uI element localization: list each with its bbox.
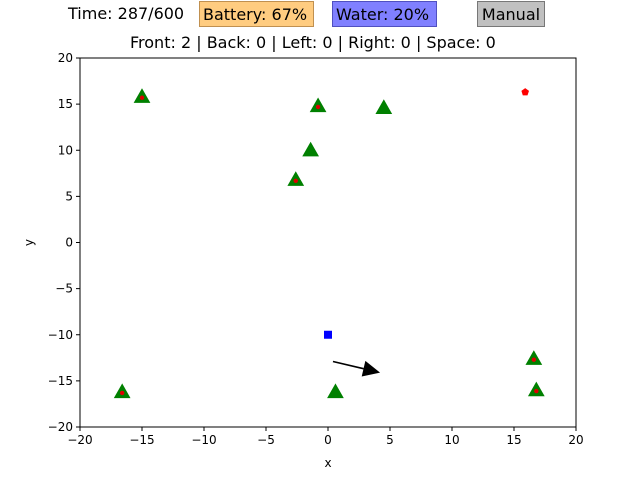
y-tick-label: −15 bbox=[48, 374, 73, 388]
x-tick-label: 20 bbox=[568, 433, 583, 447]
robot-marker bbox=[324, 330, 332, 339]
plant-marker bbox=[327, 383, 344, 399]
heading-arrow-shaft bbox=[332, 360, 364, 370]
x-tick-label: 5 bbox=[386, 433, 394, 447]
y-tick-label: −20 bbox=[48, 420, 73, 434]
x-tick-label: −10 bbox=[191, 433, 216, 447]
y-tick-label: 15 bbox=[58, 97, 73, 111]
plot-frame bbox=[79, 57, 577, 428]
y-tick-label: 0 bbox=[65, 236, 73, 250]
sensor-readout: Front: 2 | Back: 0 | Left: 0 | Right: 0 … bbox=[130, 33, 496, 52]
water-indicator: Water: 20% bbox=[332, 1, 437, 27]
plant-thirsty-dot bbox=[119, 390, 125, 396]
plant-thirsty-dot bbox=[534, 388, 539, 394]
time-readout: Time: 287/600 bbox=[68, 4, 185, 23]
plant-thirsty-dot bbox=[139, 95, 145, 100]
plant-thirsty-dot bbox=[531, 357, 537, 362]
x-tick-label: 0 bbox=[324, 433, 332, 447]
x-tick-label: −5 bbox=[257, 433, 275, 447]
x-tick-label: 15 bbox=[506, 433, 521, 447]
x-tick-label: −20 bbox=[67, 433, 92, 447]
y-tick-label: −10 bbox=[48, 328, 73, 342]
plant-marker bbox=[302, 141, 320, 157]
y-tick-label: 5 bbox=[65, 189, 73, 203]
x-tick-label: 10 bbox=[444, 433, 459, 447]
y-tick-label: 20 bbox=[58, 51, 73, 65]
y-axis-label: y bbox=[22, 239, 36, 246]
plant-marker bbox=[375, 99, 393, 114]
manual-mode-button[interactable]: Manual bbox=[477, 1, 545, 27]
plant-thirsty-dot bbox=[315, 104, 321, 110]
heading-arrow-head bbox=[361, 360, 381, 377]
y-tick-label: −5 bbox=[55, 282, 73, 296]
x-tick-label: −15 bbox=[129, 433, 154, 447]
battery-indicator: Battery: 67% bbox=[199, 1, 314, 27]
y-tick-label: 10 bbox=[58, 143, 73, 157]
target-marker bbox=[521, 88, 529, 96]
plant-thirsty-dot bbox=[293, 178, 298, 183]
x-axis-label: x bbox=[324, 456, 331, 470]
